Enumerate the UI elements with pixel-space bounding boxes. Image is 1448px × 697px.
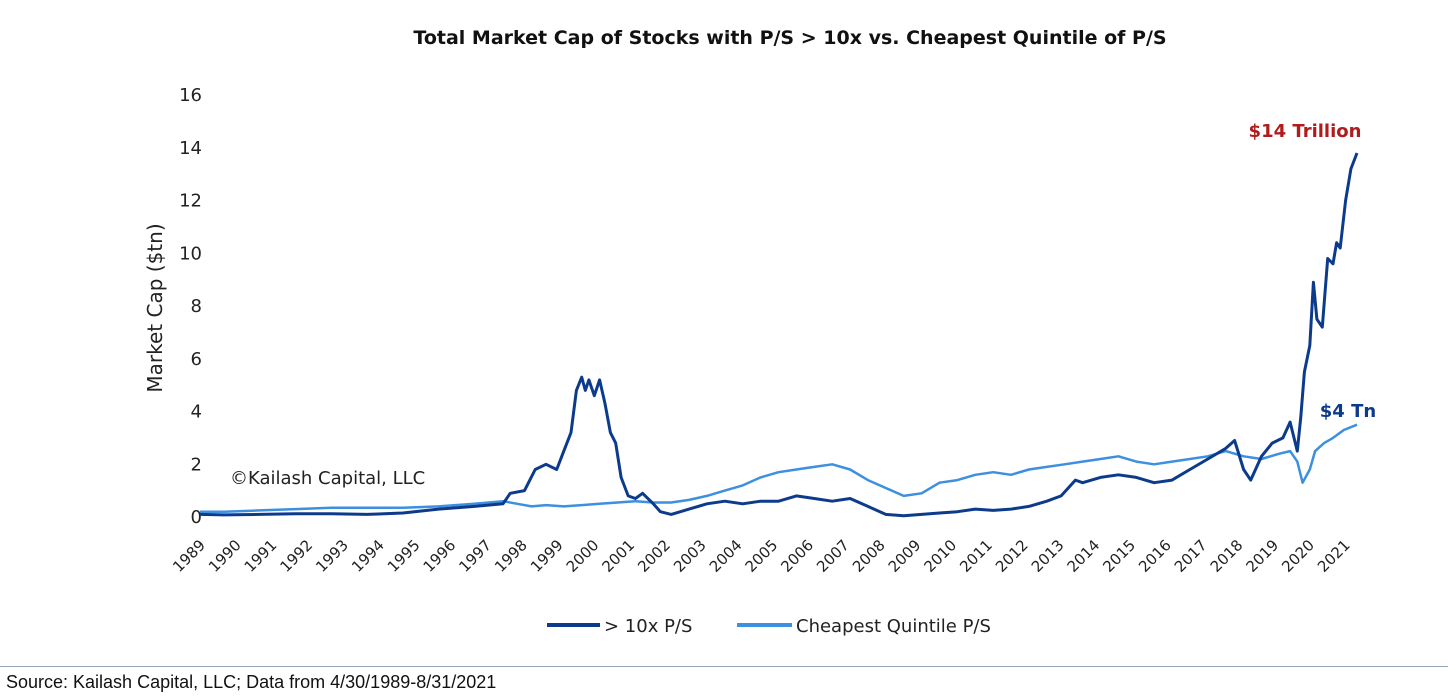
- x-tick-label: 1992: [277, 536, 317, 576]
- x-tick-label: 2008: [849, 536, 889, 576]
- x-tick-label: 2007: [813, 536, 853, 576]
- x-tick-label: 2014: [1064, 536, 1104, 576]
- x-tick-label: 2016: [1135, 536, 1175, 576]
- x-tick-label: 1999: [527, 536, 567, 576]
- x-tick-label: 2021: [1314, 536, 1354, 576]
- series-line-gt10x: [199, 152, 1359, 518]
- x-tick-label: 2018: [1207, 536, 1247, 576]
- y-tick-label: 2: [191, 454, 202, 475]
- copyright-watermark: ©Kailash Capital, LLC: [230, 468, 425, 489]
- x-tick-label: 2012: [992, 536, 1032, 576]
- series-lines: [199, 152, 1359, 518]
- x-tick-label: 2001: [598, 536, 638, 576]
- x-tick-label: 1993: [312, 536, 352, 576]
- legend: > 10x P/S Cheapest Quintile P/S: [547, 616, 991, 637]
- y-tick-label: 0: [191, 507, 202, 528]
- x-tick-label: 1995: [384, 536, 424, 576]
- x-tick-label: 2004: [706, 536, 746, 576]
- x-tick-label: 1997: [455, 536, 495, 576]
- x-tick-label: 2000: [563, 536, 603, 576]
- x-axis-ticks: 1989199019911992199319941995199619971998…: [169, 536, 1354, 576]
- y-tick-label: 4: [191, 402, 202, 423]
- footer-divider: [0, 666, 1448, 667]
- x-tick-label: 2006: [777, 536, 817, 576]
- chart-title: Total Market Cap of Stocks with P/S > 10…: [413, 27, 1166, 49]
- x-tick-label: 2019: [1242, 536, 1282, 576]
- x-tick-label: 2005: [742, 536, 782, 576]
- x-tick-label: 2011: [956, 536, 996, 576]
- y-tick-label: 12: [179, 191, 202, 212]
- legend-label-cheapest-quintile: Cheapest Quintile P/S: [796, 616, 991, 637]
- y-axis-label: Market Cap ($tn): [143, 223, 167, 392]
- series-line-cheapest-quintile: [200, 423, 1358, 513]
- x-tick-label: 2017: [1171, 536, 1211, 576]
- annotation-4-tn: $4 Tn: [1320, 401, 1376, 422]
- x-tick-label: 2015: [1099, 536, 1139, 576]
- source-note: Source: Kailash Capital, LLC; Data from …: [6, 672, 497, 692]
- annotation-14-trillion: $14 Trillion: [1249, 121, 1362, 142]
- y-axis-ticks: 0 2 4 6 8 10 12 14 16: [179, 85, 202, 528]
- x-tick-label: 2020: [1278, 536, 1318, 576]
- legend-label-gt10x: > 10x P/S: [604, 616, 692, 637]
- y-tick-label: 14: [179, 138, 202, 159]
- y-tick-label: 8: [191, 296, 202, 317]
- x-tick-label: 2002: [634, 536, 674, 576]
- x-tick-label: 1991: [241, 536, 281, 576]
- x-tick-label: 1989: [169, 536, 209, 576]
- x-tick-label: 2010: [920, 536, 960, 576]
- y-tick-label: 10: [179, 243, 202, 264]
- x-tick-label: 2003: [670, 536, 710, 576]
- x-tick-label: 1998: [491, 536, 531, 576]
- y-tick-label: 16: [179, 85, 202, 106]
- x-tick-label: 1996: [420, 536, 460, 576]
- x-tick-label: 2009: [885, 536, 925, 576]
- x-tick-label: 1994: [348, 536, 388, 576]
- x-tick-label: 2013: [1028, 536, 1068, 576]
- y-tick-label: 6: [191, 349, 202, 370]
- x-tick-label: 1990: [205, 536, 245, 576]
